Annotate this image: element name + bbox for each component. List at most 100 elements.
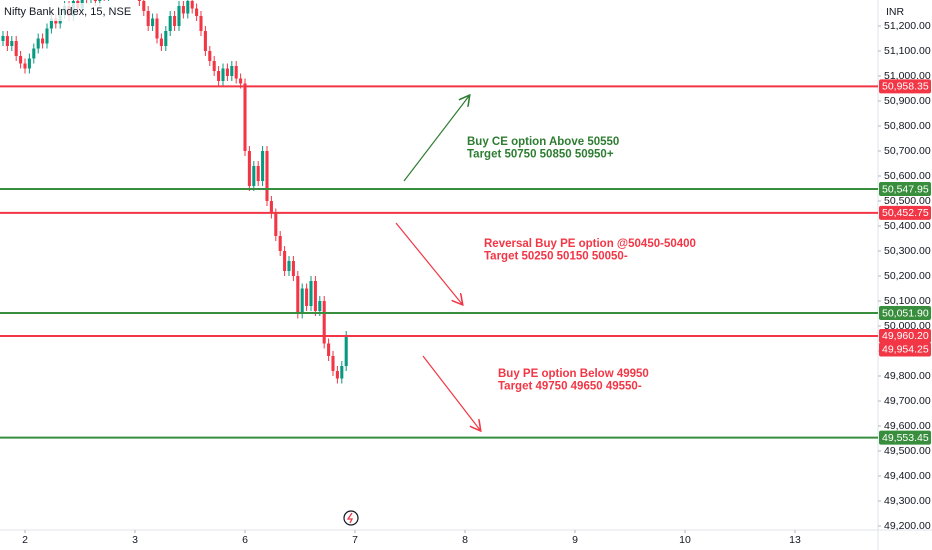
y-tick-label: 50,700.00 (884, 145, 931, 157)
candle-body (151, 18, 155, 26)
candle-body (291, 261, 295, 276)
x-tick-label: 6 (242, 534, 248, 546)
annotation-text: Buy CE option Above 50550 (467, 136, 619, 148)
level-label: 50,452.75 (882, 207, 929, 219)
candle-body (318, 301, 322, 311)
candle-body (217, 71, 221, 81)
candle-body (208, 51, 212, 61)
currency: INR (886, 6, 905, 18)
candle-body (261, 151, 265, 181)
x-tick-label: 8 (462, 534, 468, 546)
y-tick-label: 50,900.00 (884, 95, 931, 107)
title-bg (0, 3, 105, 21)
level-label-bg (879, 430, 931, 445)
candle-body (10, 41, 14, 46)
y-tick-label: 50,000.00 (884, 320, 931, 332)
candle-body (269, 201, 273, 214)
candle-body (296, 276, 300, 314)
candle-body (177, 6, 181, 26)
x-tick-label: 9 (572, 534, 578, 546)
candle-body (137, 0, 141, 1)
level-label: 50,547.95 (882, 183, 929, 195)
logo (343, 510, 359, 526)
candle-body (300, 288, 304, 314)
candle-body (340, 366, 344, 379)
y-tick-label: 50,400.00 (884, 220, 931, 232)
level-label-bg (879, 79, 931, 94)
candle-body (32, 48, 36, 59)
level-label-bg (879, 182, 931, 197)
y-tick-label: 50,300.00 (884, 245, 931, 257)
level-label: 50,051.90 (882, 307, 929, 319)
level-label-bg (879, 328, 931, 343)
candle-body (155, 18, 159, 39)
candle-body (335, 371, 339, 379)
candle-body (98, 0, 102, 1)
x-tick-label: 2 (22, 534, 28, 546)
candle-body (247, 151, 251, 186)
candle-body (27, 58, 31, 69)
axes: 49,200.00 49,300.00 49,400.00 49,500.00 49,6… (22, 20, 931, 546)
candle-body (344, 336, 348, 366)
candle-body (230, 66, 234, 76)
level-label-bg (879, 306, 931, 321)
annotation-text: Target 49750 49650 49550- (498, 381, 642, 393)
chart-title: Nifty Bank Index, 15, NSE (4, 6, 131, 18)
price-label-bg (879, 342, 931, 357)
candle-body (278, 236, 282, 251)
level-label-bg (879, 205, 931, 220)
y-tick-label: 50,600.00 (884, 170, 931, 182)
candle-body (5, 36, 9, 46)
candle-body (322, 301, 326, 344)
candle-body (274, 213, 278, 236)
candle-body (252, 166, 256, 186)
annotation-text: Target 50750 50850 50950+ (467, 149, 614, 161)
y-tick-label: 49,400.00 (884, 470, 931, 482)
level-label: 49,553.45 (882, 432, 929, 444)
candle-body (239, 78, 243, 84)
y-tick-label: 51,100.00 (884, 45, 931, 57)
y-tick-label: 49,500.00 (884, 445, 931, 457)
y-tick-label: 50,100.00 (884, 295, 931, 307)
arrow (422, 355, 480, 430)
y-tick-label: 49,300.00 (884, 495, 931, 507)
candle-body (203, 31, 207, 51)
level-label: 49,960.20 (882, 330, 929, 342)
candle-body (221, 68, 225, 81)
candle-body (212, 61, 216, 71)
candle-body (305, 288, 309, 306)
candle-body (173, 16, 177, 26)
candle-body (199, 16, 203, 31)
level-label: 50,958.35 (882, 81, 929, 93)
y-tick-label: 51,000.00 (884, 70, 931, 82)
y-tick-label: 51,200.00 (884, 20, 931, 32)
candle-body (287, 261, 291, 271)
annotation-text: Reversal Buy PE option @50450-50400 (484, 238, 696, 250)
candle-body (309, 281, 313, 306)
candle-body (93, 0, 97, 1)
candle-body (168, 16, 172, 31)
candle-body (256, 166, 260, 181)
y-tick-label: 49,700.00 (884, 395, 931, 407)
y-tick-label: 50,800.00 (884, 120, 931, 132)
candle-body (49, 18, 53, 29)
price-label: 49,954.25 (882, 344, 929, 356)
candle-body (313, 281, 317, 311)
candle-body (234, 66, 238, 79)
candle-body (186, 1, 190, 14)
annotation-text: Buy PE option Below 49950 (498, 368, 649, 380)
y-tick-label: 49,600.00 (884, 420, 931, 432)
arrow (395, 222, 462, 304)
annotation-text: Target 50250 50150 50050- (484, 251, 628, 263)
candle-body (190, 1, 194, 9)
candle-body (45, 28, 49, 44)
x-tick-label: 7 (352, 534, 358, 546)
x-tick-label: 13 (789, 534, 801, 546)
y-tick-label: 50,200.00 (884, 270, 931, 282)
candle-body (142, 1, 146, 11)
candle-body (23, 63, 27, 69)
candle-body (159, 38, 163, 46)
